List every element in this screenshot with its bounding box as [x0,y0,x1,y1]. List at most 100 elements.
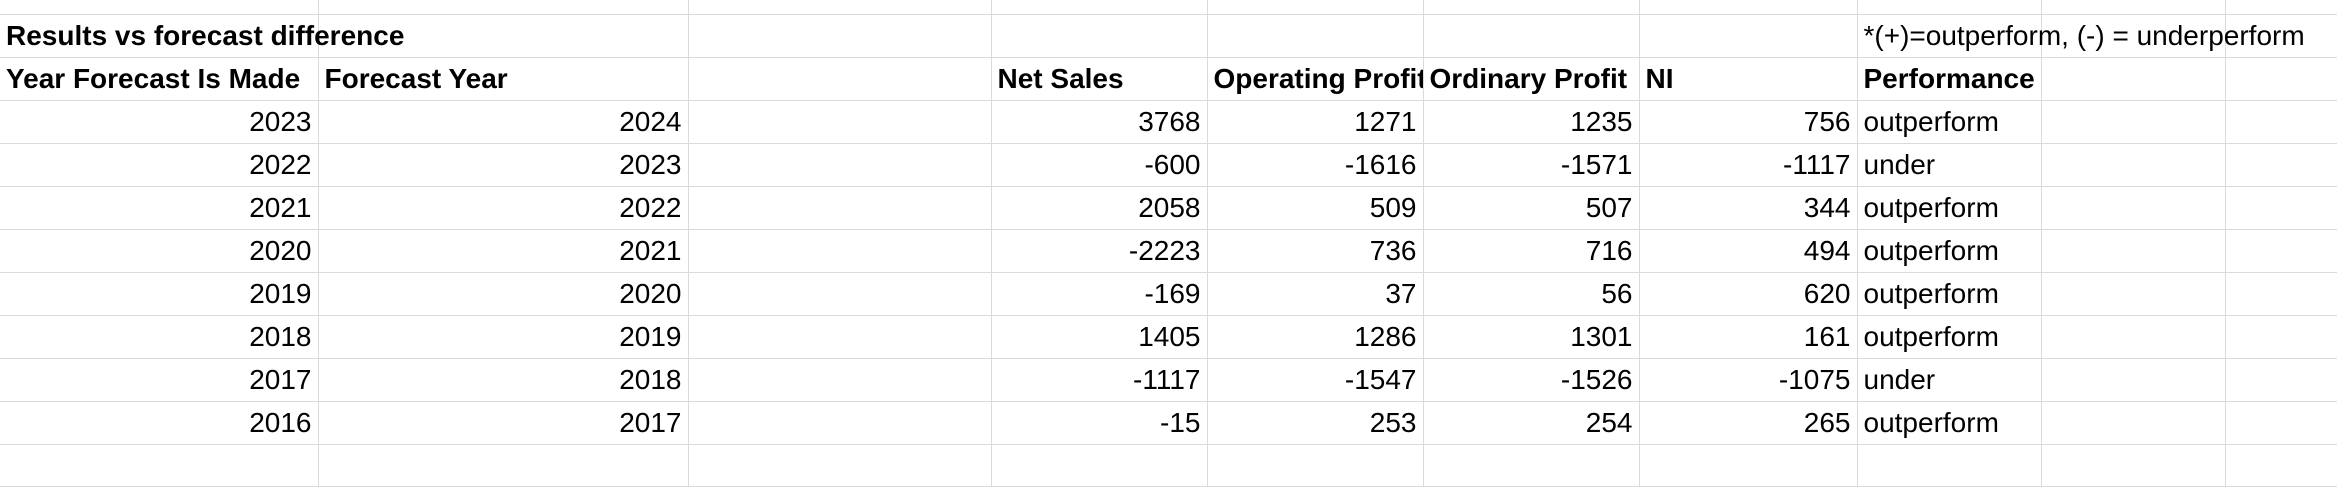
cell[interactable] [1639,14,1858,58]
header-forecast-year[interactable]: Forecast Year [318,57,689,101]
cell[interactable] [688,401,992,445]
cell-operating-profit[interactable]: -1547 [1207,358,1424,402]
cell[interactable] [2225,186,2337,230]
cell[interactable] [2041,229,2226,273]
header-ni[interactable]: NI [1639,57,1858,101]
cell-ordinary-profit[interactable]: 716 [1423,229,1640,273]
cell-ni[interactable]: 265 [1639,401,1858,445]
cell[interactable] [1857,0,2042,15]
cell-year-made[interactable]: 2019 [0,272,319,316]
cell[interactable] [318,14,689,58]
cell[interactable] [1207,14,1424,58]
cell-forecast-year[interactable]: 2021 [318,229,689,273]
cell[interactable] [688,272,992,316]
cell[interactable] [688,14,992,58]
cell-ni[interactable]: 161 [1639,315,1858,359]
cell[interactable] [2041,0,2226,15]
cell-performance[interactable]: outperform [1857,229,2042,273]
cell-ordinary-profit[interactable]: 507 [1423,186,1640,230]
cell-operating-profit[interactable]: 1271 [1207,100,1424,144]
cell-ordinary-profit[interactable]: 56 [1423,272,1640,316]
cell-forecast-year[interactable]: 2023 [318,143,689,187]
header-ordinary-profit[interactable]: Ordinary Profit [1423,57,1640,101]
cell-performance[interactable]: outperform [1857,186,2042,230]
cell-ordinary-profit[interactable]: -1526 [1423,358,1640,402]
cell[interactable] [1639,0,1858,15]
cell[interactable] [1639,444,1858,487]
cell[interactable] [688,0,992,15]
cell[interactable] [2225,401,2337,445]
cell-ni[interactable]: 620 [1639,272,1858,316]
cell-performance[interactable]: outperform [1857,272,2042,316]
cell[interactable] [2041,315,2226,359]
cell-forecast-year[interactable]: 2019 [318,315,689,359]
cell-year-made[interactable]: 2018 [0,315,319,359]
cell[interactable] [2041,186,2226,230]
cell-operating-profit[interactable]: 736 [1207,229,1424,273]
cell-ordinary-profit[interactable]: 254 [1423,401,1640,445]
cell-year-made[interactable]: 2017 [0,358,319,402]
cell-operating-profit[interactable]: 1286 [1207,315,1424,359]
cell[interactable] [2225,14,2337,58]
cell[interactable] [688,444,992,487]
cell-net-sales[interactable]: -2223 [991,229,1208,273]
cell-operating-profit[interactable]: 509 [1207,186,1424,230]
cell-year-made[interactable]: 2023 [0,100,319,144]
cell-operating-profit[interactable]: 37 [1207,272,1424,316]
cell-forecast-year[interactable]: 2024 [318,100,689,144]
cell-year-made[interactable]: 2020 [0,229,319,273]
cell-net-sales[interactable]: -600 [991,143,1208,187]
cell[interactable] [0,444,319,487]
sheet-title-cell[interactable]: Results vs forecast difference [0,14,404,58]
cell[interactable] [2225,100,2337,144]
cell[interactable] [2041,143,2226,187]
cell[interactable] [318,444,689,487]
cell-net-sales[interactable]: -169 [991,272,1208,316]
cell-ni[interactable]: -1117 [1639,143,1858,187]
cell[interactable] [318,0,689,15]
cell-net-sales[interactable]: 3768 [991,100,1208,144]
cell-forecast-year[interactable]: 2018 [318,358,689,402]
cell[interactable] [688,315,992,359]
header-net-sales[interactable]: Net Sales [991,57,1208,101]
cell[interactable] [0,0,319,15]
cell-ordinary-profit[interactable]: 1301 [1423,315,1640,359]
header-performance[interactable]: Performance [1857,57,2042,101]
cell[interactable] [2041,401,2226,445]
cell[interactable] [1207,0,1424,15]
cell[interactable] [1423,444,1640,487]
cell[interactable] [2041,100,2226,144]
cell[interactable] [2041,57,2226,101]
cell-performance[interactable]: outperform [1857,401,2042,445]
cell[interactable] [2041,444,2226,487]
cell-net-sales[interactable]: -15 [991,401,1208,445]
cell[interactable] [688,186,992,230]
cell-ni[interactable]: 756 [1639,100,1858,144]
cell-ordinary-profit[interactable]: 1235 [1423,100,1640,144]
cell[interactable] [2225,444,2337,487]
cell[interactable] [2225,358,2337,402]
header-operating-profit[interactable]: Operating Profit [1207,57,1424,101]
cell[interactable] [2041,14,2226,58]
cell[interactable] [2225,229,2337,273]
cell[interactable] [1423,0,1640,15]
cell-year-made[interactable]: 2021 [0,186,319,230]
cell[interactable] [2041,272,2226,316]
cell-ni[interactable]: 494 [1639,229,1858,273]
cell-net-sales[interactable]: 2058 [991,186,1208,230]
cell[interactable] [688,100,992,144]
cell-performance[interactable]: under [1857,143,2042,187]
cell-ordinary-profit[interactable]: -1571 [1423,143,1640,187]
cell[interactable] [2225,272,2337,316]
cell-forecast-year[interactable]: 2020 [318,272,689,316]
cell-net-sales[interactable]: 1405 [991,315,1208,359]
cell-forecast-year[interactable]: 2022 [318,186,689,230]
cell[interactable] [688,229,992,273]
note-cell[interactable]: *(+)=outperform, (-) = underperform [1857,14,2305,58]
cell[interactable] [1423,14,1640,58]
cell[interactable] [1207,444,1424,487]
cell-performance[interactable]: outperform [1857,100,2042,144]
cell-performance[interactable]: under [1857,358,2042,402]
